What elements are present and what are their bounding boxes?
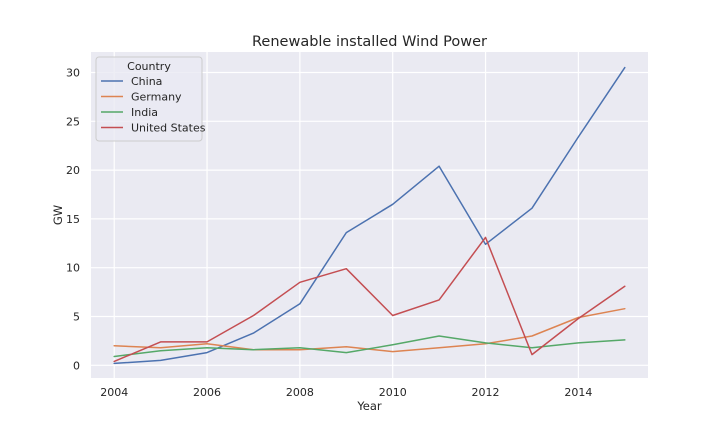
legend-title: Country [127,60,171,73]
tick-labels: 2004 2006 2008 2010 2012 2014 0 5 10 15 20 25 30 [66,66,592,399]
legend-label-china: China [131,75,162,88]
y-tick-label: 10 [66,262,80,275]
series-line-china [113,66,626,365]
legend-label-united-states: United States [131,122,206,135]
x-axis-label: Year [356,399,382,413]
legend-label-germany: Germany [131,91,182,104]
series-line-united-states [113,236,626,363]
y-tick-label: 5 [73,311,80,324]
y-axis-label: GW [51,205,65,225]
legend-entries: China Germany India United States [101,75,206,135]
chart-title: Renewable installed Wind Power [252,34,487,50]
legend: Country China Germany India United States [95,56,206,142]
y-tick-label: 25 [66,115,80,128]
series-lines [113,66,626,365]
y-tick-label: 0 [73,359,80,372]
series-line-india [113,335,626,358]
y-tick-label: 20 [66,164,80,177]
legend-box [95,56,203,142]
x-tick-label: 2008 [286,386,314,399]
x-tick-label: 2006 [193,386,221,399]
legend-label-india: India [131,106,158,119]
x-tick-label: 2014 [564,386,592,399]
x-tick-label: 2004 [100,386,128,399]
y-tick-label: 15 [66,213,80,226]
y-tick-label: 30 [66,66,80,79]
x-tick-label: 2010 [379,386,407,399]
x-tick-label: 2012 [472,386,500,399]
